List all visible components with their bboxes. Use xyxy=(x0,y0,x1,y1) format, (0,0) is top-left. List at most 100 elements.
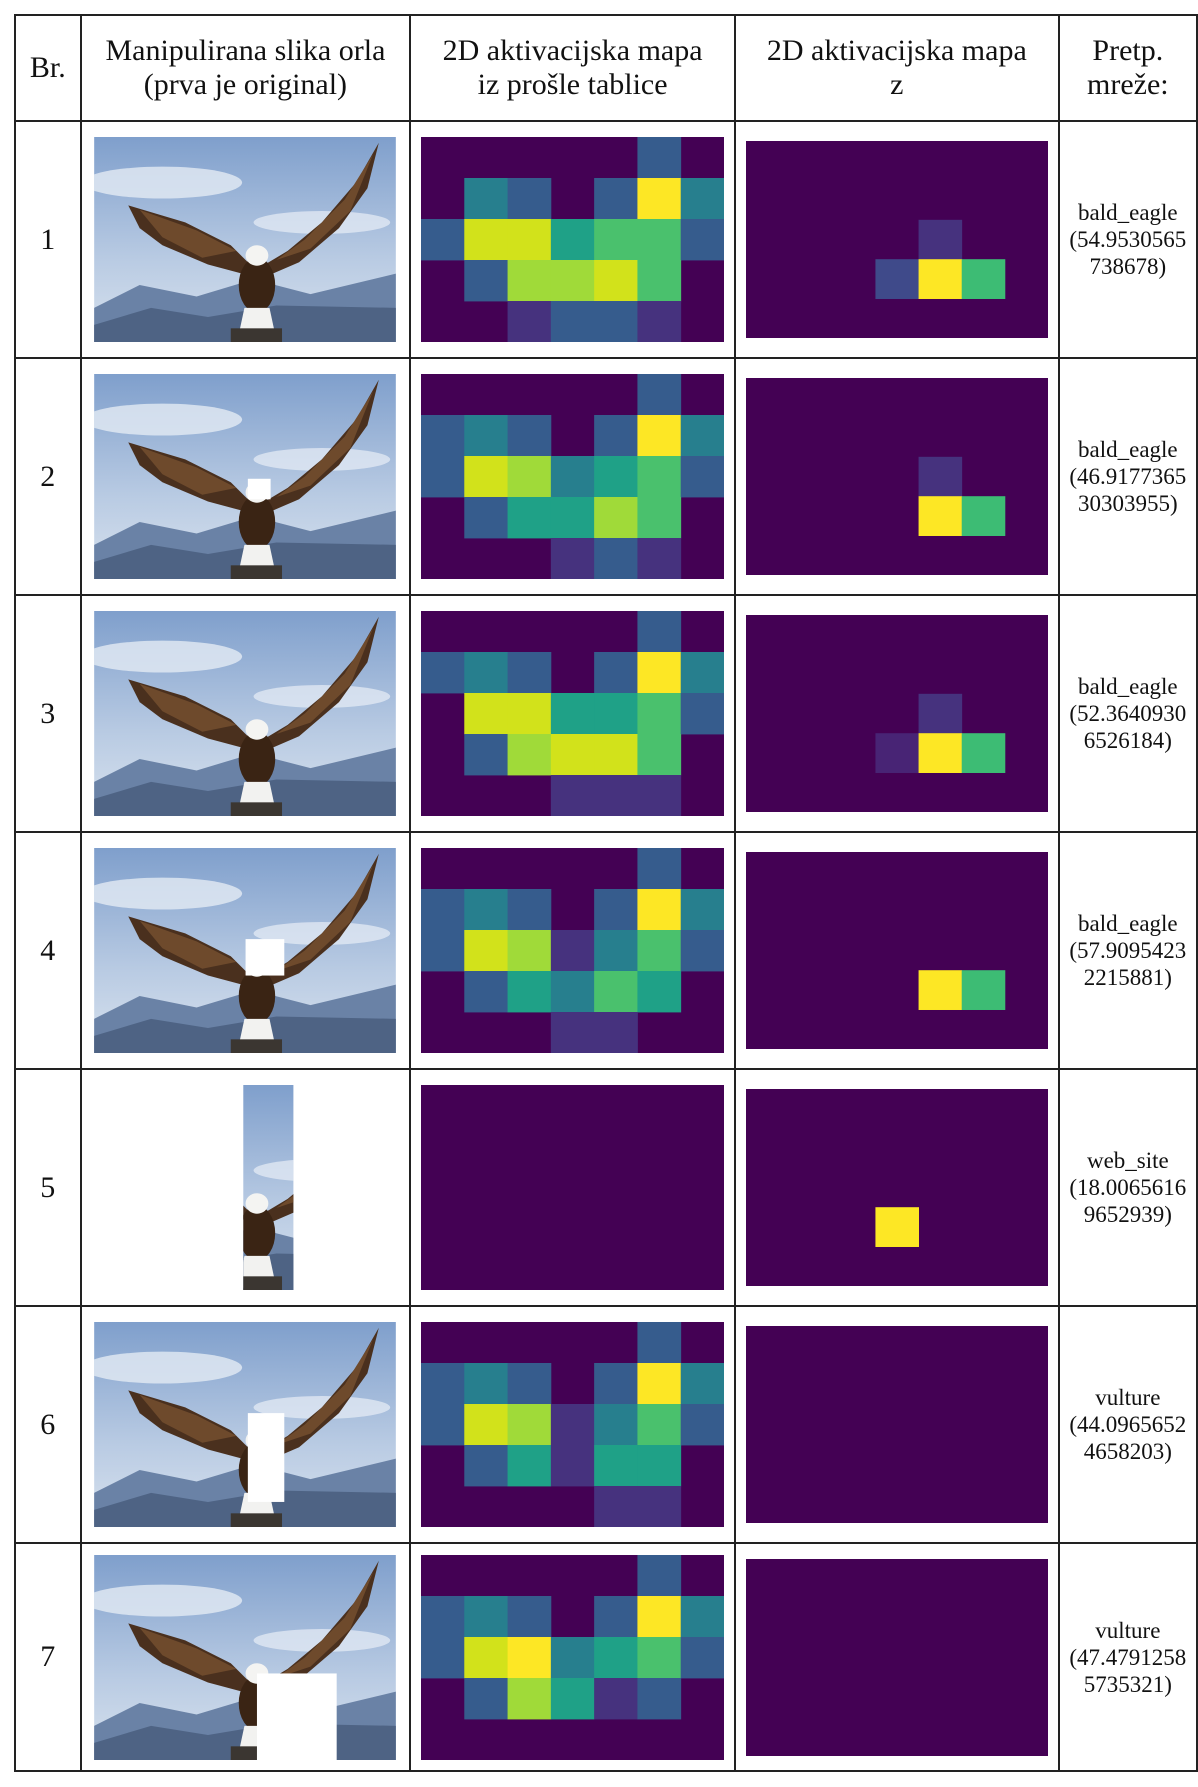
heatmap-cell-block xyxy=(918,259,962,299)
eagle-photo xyxy=(94,611,397,816)
header-line: Br. xyxy=(29,51,66,84)
eagle-photo xyxy=(94,1322,397,1527)
heatmap-cell-block xyxy=(637,1677,682,1719)
heatmap-cell-block xyxy=(918,219,962,260)
heatmap-cell-block xyxy=(680,456,725,498)
eagle-image xyxy=(94,1322,397,1527)
heatmap-cell-block xyxy=(961,496,1006,536)
heatmap-cell xyxy=(409,120,736,359)
heatmap-cell-block xyxy=(464,1404,509,1446)
heatmap-cell xyxy=(409,1305,736,1544)
heatmap-cell-block xyxy=(637,1445,682,1487)
heatmap-cell-block xyxy=(637,137,682,179)
heatmap-cell-block xyxy=(464,734,509,776)
heatmap-cell-block xyxy=(594,219,638,261)
heatmap-cell-block xyxy=(680,1404,725,1446)
heatmap-cell-block xyxy=(507,456,552,498)
heatmap-cell-block xyxy=(550,497,595,539)
heatmap xyxy=(745,1558,1048,1756)
heatmap xyxy=(421,1085,725,1290)
heatmap-cell-block xyxy=(550,219,595,261)
row-number: 1 xyxy=(14,120,82,359)
heatmap-cell-block xyxy=(594,1486,638,1527)
eagle-photo xyxy=(94,137,397,342)
heatmap-cell-block xyxy=(550,1445,595,1487)
heatmap-cell-block xyxy=(550,1404,595,1446)
heatmap-cell-block xyxy=(637,1404,682,1446)
heatmap-cell-block xyxy=(961,970,1006,1010)
heatmap xyxy=(421,1322,725,1527)
heatmap xyxy=(421,848,725,1053)
prediction-label: vulture xyxy=(1095,1385,1161,1410)
heatmap-cell-block xyxy=(421,456,465,498)
eagle-image xyxy=(94,1085,397,1290)
heatmap-cell-block xyxy=(594,889,638,931)
heatmap-cell xyxy=(409,594,736,833)
heatmap-cell-block xyxy=(421,219,465,261)
image-cell xyxy=(79,831,412,1070)
header-cell: 2D aktivacijska mapa iz prošle tablice xyxy=(409,14,736,122)
heatmap-cell-block xyxy=(550,930,595,972)
row-number: 5 xyxy=(14,1068,82,1307)
heatmap-cell-block xyxy=(961,733,1006,773)
row-number: 2 xyxy=(14,357,82,596)
heatmap-cell xyxy=(733,594,1060,833)
heatmap-cell-block xyxy=(594,734,638,776)
heatmap-cell-block xyxy=(507,734,552,776)
heatmap xyxy=(421,137,725,342)
heatmap-cell-block xyxy=(637,848,682,890)
heatmap-cell-block xyxy=(637,497,682,539)
heatmap-cell-block xyxy=(464,889,509,931)
heatmap-bg xyxy=(745,852,1048,1049)
heatmap-cell-block xyxy=(464,415,509,457)
heatmap-cell-block xyxy=(507,219,552,261)
image-cell xyxy=(79,1068,412,1307)
heatmap xyxy=(421,1554,725,1760)
heatmap-cell-block xyxy=(550,1636,595,1678)
table-row: 4 bald_eagle (57.90954232215881) xyxy=(14,831,1198,1070)
heatmap-cell-block xyxy=(637,971,682,1013)
heatmap-cell-block xyxy=(637,178,682,220)
row-number: 3 xyxy=(14,594,82,833)
prediction-score: (52.36409306526184) xyxy=(1069,701,1187,753)
heatmap-cell xyxy=(409,357,736,596)
table-row: 7 vulture (47.47912585735321) xyxy=(14,1542,1198,1772)
heatmap-cell-block xyxy=(464,456,509,498)
heatmap-cell xyxy=(733,1068,1060,1307)
heatmap-cell-block xyxy=(550,1677,595,1719)
heatmap xyxy=(745,1089,1048,1286)
results-table: Br. Manipulirana slika orla (prva je origi… xyxy=(14,14,1198,1772)
heatmap-cell-block xyxy=(464,1677,509,1719)
heatmap-cell-block xyxy=(918,970,962,1010)
prediction-score: (46.917736530303955) xyxy=(1069,464,1187,516)
prediction-cell: bald_eagle (57.90954232215881) xyxy=(1057,831,1198,1070)
heatmap-cell-block xyxy=(507,1636,552,1678)
heatmap-cell-block xyxy=(637,219,682,261)
heatmap-cell-block xyxy=(680,415,725,457)
heatmap-cell-block xyxy=(875,259,919,299)
heatmap-cell xyxy=(409,1542,736,1772)
heatmap-cell-block xyxy=(594,971,638,1013)
heatmap-cell xyxy=(733,1305,1060,1544)
heatmap-cell-block xyxy=(637,889,682,931)
header-cell: Pretp. mreže: xyxy=(1057,14,1198,122)
heatmap-cell-block xyxy=(637,1554,682,1596)
table-row: 5 web_site (18.00656169652939) xyxy=(14,1068,1198,1307)
heatmap-cell-block xyxy=(421,1595,465,1637)
heatmap-cell-block xyxy=(637,374,682,416)
heatmap-cell-block xyxy=(918,733,962,773)
heatmap-cell-block xyxy=(594,693,638,735)
heatmap-cell-block xyxy=(550,775,595,816)
heatmap-cell-block xyxy=(550,734,595,776)
heatmap-cell-block xyxy=(507,1404,552,1446)
heatmap-cell-block xyxy=(637,1322,682,1364)
heatmap-cell-block xyxy=(507,971,552,1013)
occlusion-patch xyxy=(248,478,272,500)
heatmap-cell-block xyxy=(464,178,509,220)
occlusion-patch xyxy=(248,1413,285,1502)
prediction-label: vulture xyxy=(1095,1617,1161,1643)
heatmap-cell-block xyxy=(637,652,682,694)
heatmap-bg xyxy=(745,378,1048,575)
heatmap-cell xyxy=(409,831,736,1070)
heatmap-cell-block xyxy=(637,1486,682,1527)
